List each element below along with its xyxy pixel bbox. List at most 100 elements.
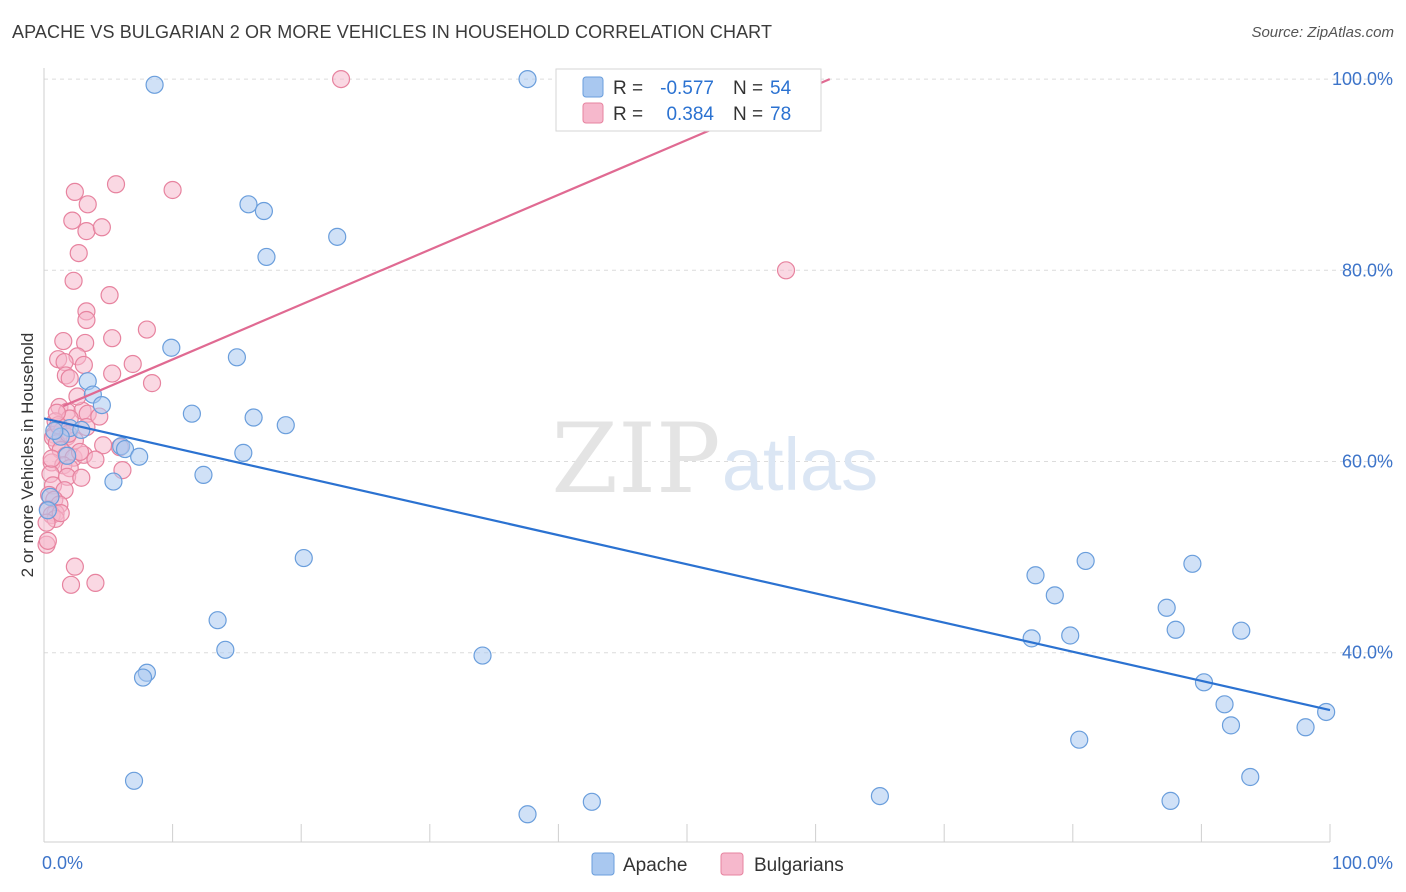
bulgarians-point[interactable]: [86, 573, 105, 593]
apache-point[interactable]: [124, 771, 144, 790]
apache-point[interactable]: [244, 408, 263, 427]
legend-swatch-bulgarians[interactable]: [720, 852, 744, 876]
apache-point[interactable]: [92, 395, 111, 415]
tick-labels: 40.0% 60.0% 80.0% 100.0% 0.0% 100.0%: [42, 69, 1393, 873]
stats-n-label-apache: N =: [733, 78, 763, 99]
bulgarians-point[interactable]: [100, 286, 119, 305]
apache-point[interactable]: [1221, 716, 1241, 735]
bulgarians-point[interactable]: [123, 354, 142, 374]
apache-point[interactable]: [133, 668, 153, 687]
bulgarians-point[interactable]: [63, 211, 82, 230]
apache-point[interactable]: [1061, 626, 1080, 645]
apache-point[interactable]: [1183, 554, 1202, 573]
legend-label-bulgarians[interactable]: Bulgarians: [754, 855, 844, 876]
bulgarians-trend-line: [62, 78, 831, 408]
apache-point[interactable]: [870, 786, 890, 806]
apache-point[interactable]: [254, 201, 274, 221]
stats-n-value-apache: 54: [770, 78, 792, 99]
trend-lines: [43, 78, 1331, 712]
stats-n-label-bulgarians: N =: [733, 104, 763, 125]
y-tick-label-40: 40.0%: [1342, 643, 1393, 663]
apache-point[interactable]: [257, 247, 276, 267]
bulgarians-point[interactable]: [69, 243, 88, 263]
stats-swatch-bulgarians: [582, 102, 604, 124]
apache-point[interactable]: [1215, 695, 1234, 714]
bulgarians-point[interactable]: [54, 331, 73, 351]
bulgarians-point[interactable]: [64, 271, 83, 290]
apache-point[interactable]: [1026, 566, 1045, 585]
bulgarians-point[interactable]: [38, 531, 57, 550]
apache-point[interactable]: [38, 501, 57, 520]
apache-point[interactable]: [1157, 598, 1176, 617]
bulgarians-point[interactable]: [163, 180, 182, 200]
watermark-zip: ZIP: [551, 403, 720, 515]
apache-point[interactable]: [1232, 621, 1251, 640]
bulgarians-point[interactable]: [74, 355, 93, 375]
apache-point[interactable]: [1317, 702, 1336, 722]
apache-point[interactable]: [115, 439, 135, 459]
axes: [43, 68, 1331, 843]
legend: Apache Bulgarians: [591, 852, 844, 876]
x-tick-label-0: 0.0%: [42, 853, 83, 873]
apache-point[interactable]: [130, 447, 149, 466]
apache-point[interactable]: [72, 420, 91, 440]
bulgarians-point[interactable]: [137, 320, 156, 339]
bulgarians-point[interactable]: [103, 364, 122, 383]
watermark: ZIP atlas: [551, 403, 878, 515]
stats-n-value-bulgarians: 78: [770, 104, 791, 125]
apache-point[interactable]: [1161, 791, 1180, 810]
bulgarians-point[interactable]: [776, 261, 796, 280]
apache-point[interactable]: [1045, 586, 1064, 605]
apache-point[interactable]: [518, 805, 537, 824]
apache-point[interactable]: [145, 75, 164, 94]
apache-point[interactable]: [239, 195, 258, 214]
apache-point[interactable]: [208, 611, 227, 630]
apache-point[interactable]: [1241, 767, 1260, 787]
x-tick-label-100: 100.0%: [1332, 853, 1393, 873]
bulgarians-point[interactable]: [78, 195, 97, 214]
bulgarians-point[interactable]: [106, 175, 126, 194]
apache-point[interactable]: [518, 69, 537, 89]
bulgarians-point[interactable]: [331, 69, 351, 89]
bulgarians-point[interactable]: [76, 333, 95, 353]
apache-point[interactable]: [1070, 730, 1089, 749]
bulgarians-point[interactable]: [77, 222, 96, 241]
apache-point[interactable]: [1296, 718, 1315, 737]
bulgarians-point[interactable]: [77, 310, 96, 330]
apache-point[interactable]: [234, 443, 253, 462]
bulgarians-point[interactable]: [103, 329, 122, 348]
apache-point[interactable]: [328, 227, 347, 246]
apache-point[interactable]: [104, 472, 123, 491]
apache-point[interactable]: [182, 404, 201, 423]
y-tick-label-100: 100.0%: [1332, 69, 1393, 89]
apache-point[interactable]: [194, 465, 213, 484]
apache-point[interactable]: [276, 416, 295, 435]
watermark-atlas: atlas: [722, 423, 878, 506]
bulgarians-point[interactable]: [47, 403, 66, 422]
stats-r-label-apache: R =: [613, 78, 643, 99]
legend-label-apache[interactable]: Apache: [623, 855, 687, 876]
bulgarians-point[interactable]: [61, 575, 81, 594]
bulgarians-point[interactable]: [42, 449, 61, 468]
bulgarians-point[interactable]: [72, 468, 91, 487]
apache-point[interactable]: [227, 348, 246, 367]
y-tick-label-60: 60.0%: [1342, 452, 1393, 472]
bulgarians-point[interactable]: [60, 369, 79, 388]
apache-point[interactable]: [294, 548, 313, 568]
bulgarians-point[interactable]: [65, 557, 84, 576]
chart-title: APACHE VS BULGARIAN 2 OR MORE VEHICLES I…: [12, 22, 773, 42]
apache-point[interactable]: [162, 338, 181, 357]
bulgarians-point[interactable]: [92, 218, 111, 237]
bulgarians-point[interactable]: [86, 450, 105, 469]
apache-point[interactable]: [45, 421, 64, 441]
apache-point[interactable]: [216, 640, 235, 659]
apache-point[interactable]: [1076, 551, 1095, 571]
apache-point[interactable]: [473, 646, 492, 665]
apache-point[interactable]: [582, 792, 601, 811]
bulgarians-point[interactable]: [142, 374, 162, 393]
apache-point[interactable]: [1166, 620, 1185, 639]
bulgarians-point[interactable]: [65, 182, 84, 202]
apache-point[interactable]: [58, 446, 77, 465]
legend-swatch-apache[interactable]: [591, 852, 615, 876]
